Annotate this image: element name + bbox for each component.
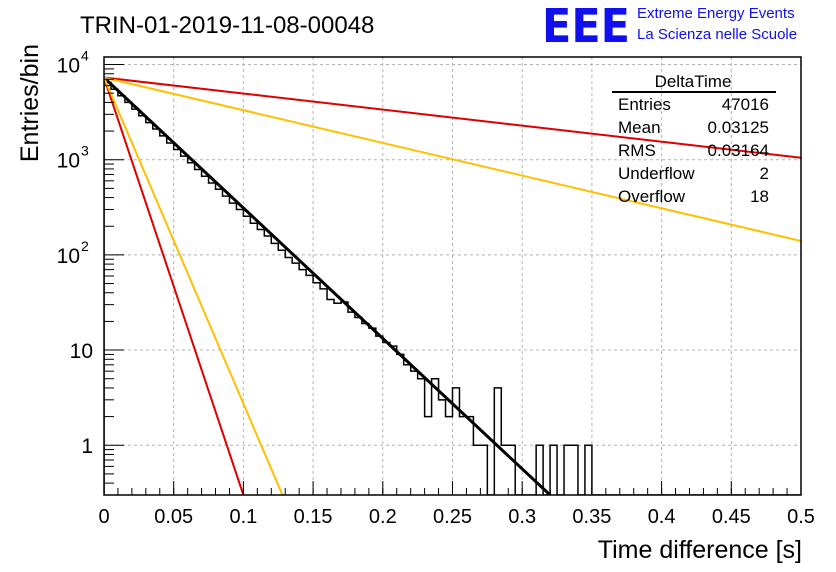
- y-axis-label: Entries/bin: [16, 44, 44, 162]
- stats-label: Mean: [618, 118, 661, 137]
- x-tick-label: 0.45: [712, 506, 751, 528]
- x-tick-label: 0.1: [229, 506, 257, 528]
- histogram-outline: [104, 81, 801, 495]
- plot-area: [104, 76, 801, 495]
- stats-value: 0.03164: [708, 141, 769, 160]
- x-axis-label: Time difference [s]: [598, 536, 802, 564]
- stats-label: Entries: [618, 95, 671, 114]
- eee-logo: EEE Extreme Energy Events La Scienza nel…: [542, 0, 797, 53]
- y-tick-label: 10: [57, 55, 80, 78]
- stats-label: RMS: [618, 141, 656, 160]
- stats-label: Overflow: [618, 187, 686, 206]
- x-tick-label: 0.3: [508, 506, 536, 528]
- grid-lines: [104, 57, 801, 495]
- stats-value: 2: [760, 164, 769, 183]
- y-tick-exponent: 2: [81, 238, 89, 254]
- chart-title: TRIN-01-2019-11-08-00048: [80, 12, 374, 39]
- stats-box: DeltaTime Entries 47016 Mean 0.03125 RMS 0.03…: [612, 72, 776, 206]
- x-axis-ticks: 0 0.05 0.1 0.15 0.2 0.25 0.3 0.35 0.4 0.45 0.5: [98, 481, 815, 528]
- x-tick-label: 0.5: [787, 506, 815, 528]
- logo-eee-text: EEE: [542, 0, 630, 53]
- y-tick-exponent: 4: [81, 48, 89, 64]
- fit-line: [104, 77, 284, 495]
- stats-rows: Entries 47016 Mean 0.03125 RMS 0.03164 Underfl…: [618, 95, 769, 206]
- logo-line-2: La Scienza nelle Scuole: [637, 26, 797, 43]
- x-tick-label: 0.4: [648, 506, 676, 528]
- y-tick-exponent: 3: [81, 143, 89, 159]
- stats-value: 18: [750, 187, 769, 206]
- logo-line-1: Extreme Energy Events: [637, 5, 795, 22]
- y-tick-label: 10: [70, 340, 93, 363]
- y-tick-label: 10: [57, 150, 80, 173]
- x-tick-label: 0: [98, 506, 109, 528]
- stats-value: 0.03125: [708, 118, 769, 137]
- fit-line: [104, 76, 801, 159]
- x-tick-label: 0.25: [433, 506, 472, 528]
- stats-label: Underflow: [618, 164, 695, 183]
- stats-value: 47016: [722, 95, 769, 114]
- x-tick-label: 0.05: [154, 506, 193, 528]
- fit-line: [104, 76, 801, 242]
- x-tick-label: 0.35: [572, 506, 611, 528]
- stats-name: DeltaTime: [655, 72, 732, 91]
- x-tick-label: 0.2: [369, 506, 397, 528]
- y-tick-label: 10: [57, 245, 80, 268]
- fit-line: [104, 76, 552, 495]
- x-tick-label: 0.15: [294, 506, 333, 528]
- y-tick-label: 1: [81, 435, 93, 458]
- fit-line: [104, 77, 245, 495]
